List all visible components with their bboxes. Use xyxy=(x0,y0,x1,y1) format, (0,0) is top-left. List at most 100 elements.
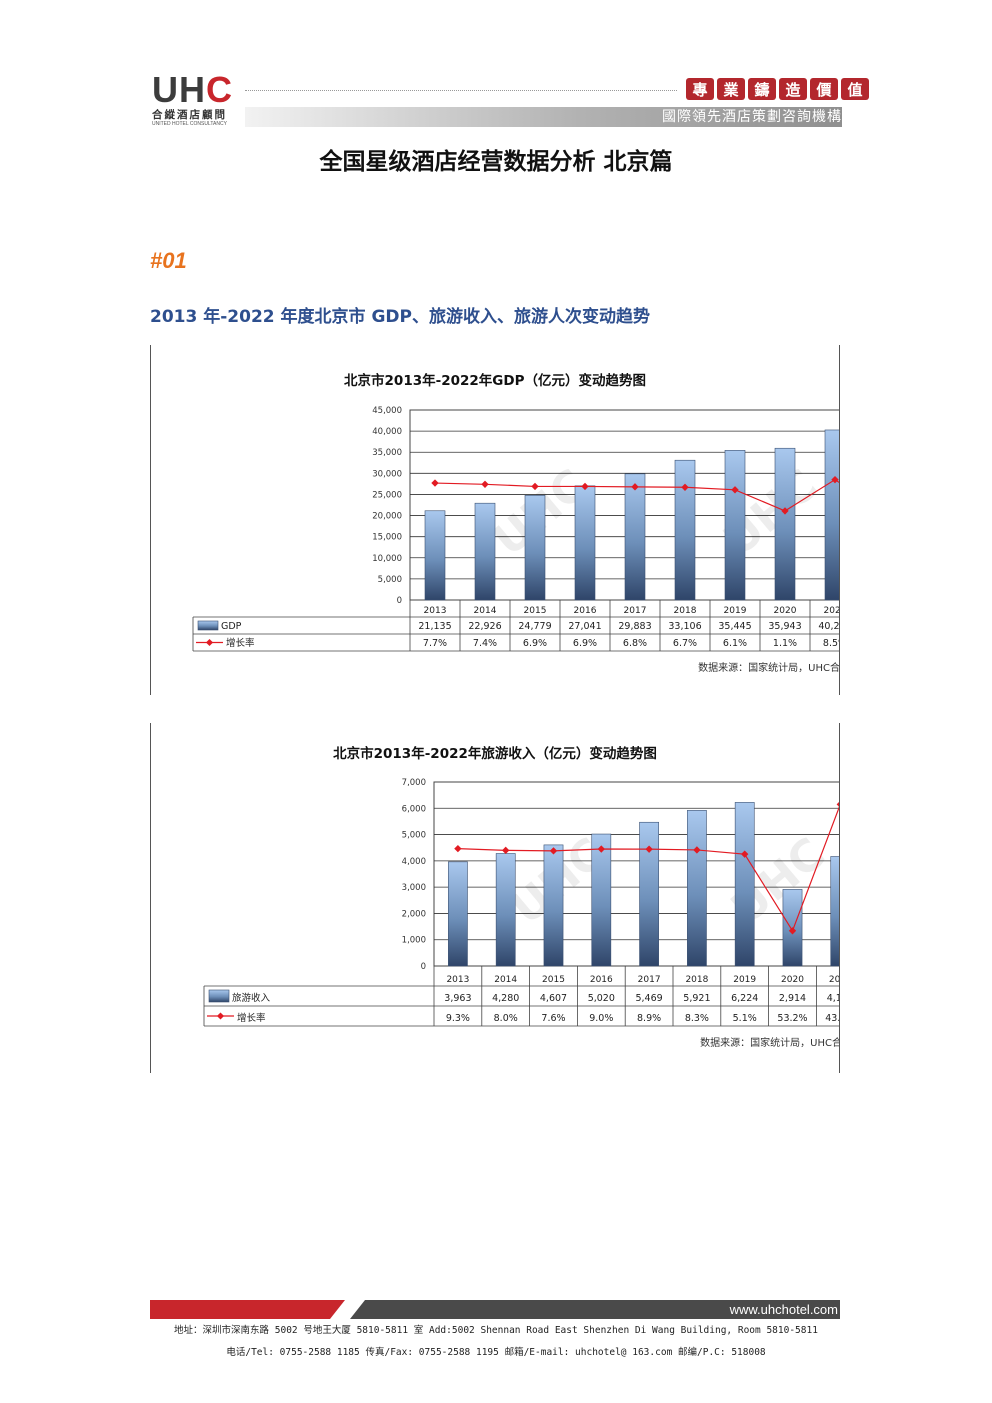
growth-line xyxy=(457,802,889,933)
data-label: 3,963 xyxy=(444,993,471,1004)
seal-char: 鑄 xyxy=(748,78,776,100)
bar xyxy=(448,861,468,967)
company-logo: UHC 合縱酒店顧問 UNITED HOTEL CONSULTANCY xyxy=(152,72,238,128)
x-tick-label: 2015 xyxy=(542,975,565,985)
y-tick-label: 5,000 xyxy=(378,575,402,585)
header-tagline: 國際領先酒店策劃咨詢機構 xyxy=(662,109,842,125)
x-tick-label: 2013 xyxy=(424,606,447,616)
gdp-chart-frame: 北京市2013年-2022年GDP（亿元）变动趋势图 45,000 40,000 35… xyxy=(150,345,948,695)
bar xyxy=(591,833,612,967)
y-tick-label: 7,000 xyxy=(402,778,426,788)
data-label: 5,020 xyxy=(588,993,615,1004)
bar xyxy=(824,429,846,601)
data-label: 6.7% xyxy=(673,638,697,649)
section-number: #01 xyxy=(150,248,187,273)
data-label: 6.9% xyxy=(523,638,547,649)
bar xyxy=(734,802,755,967)
growth-point xyxy=(597,845,605,853)
y-tick-label: 35,000 xyxy=(372,448,402,458)
bar xyxy=(724,450,746,601)
growth-point xyxy=(731,486,739,494)
seal-char: 價 xyxy=(810,78,838,100)
logo-en-text: UNITED HOTEL CONSULTANCY xyxy=(152,121,227,127)
logo-mark: UHC xyxy=(152,69,233,110)
seal-char: 業 xyxy=(717,78,745,100)
footer-band xyxy=(150,1300,840,1319)
data-label: 4,607 xyxy=(540,993,567,1004)
y-tick-label: 2,000 xyxy=(402,909,426,919)
data-label: 35,943 xyxy=(768,621,801,632)
seal-char: 值 xyxy=(841,78,869,100)
legend-label: 旅游收入 xyxy=(232,992,271,1004)
header-band xyxy=(245,107,842,127)
bar xyxy=(674,459,696,601)
legend-bar-key xyxy=(197,620,219,631)
legend-label: GDP xyxy=(221,621,242,632)
y-tick-label: 25,000 xyxy=(372,490,402,500)
bar xyxy=(495,853,516,967)
x-tick-label: 2020 xyxy=(774,606,797,616)
x-tick-label: 2016 xyxy=(590,975,613,985)
legend-line-marker xyxy=(216,1012,225,1020)
footer-url[interactable]: www.uhchotel.com xyxy=(729,1302,838,1317)
y-tick-label: 15,000 xyxy=(372,533,402,543)
x-tick-label: 2017 xyxy=(638,975,661,985)
data-label: 21,135 xyxy=(418,621,451,632)
gdp-chart: 北京市2013年-2022年GDP（亿元）变动趋势图 45,000 40,000 35… xyxy=(192,372,948,674)
data-label: 43.0% xyxy=(825,1013,839,1024)
data-label: 53.2% xyxy=(777,1013,807,1024)
y-tick-label: 4,000 xyxy=(402,857,426,867)
y-tick-label: 45,000 xyxy=(372,406,402,416)
data-label: 1.1% xyxy=(773,638,797,649)
bar xyxy=(639,821,659,967)
y-tick-label: 0 xyxy=(397,596,402,606)
page-title: 全国星级酒店经营数据分析 北京篇 xyxy=(319,149,673,175)
bar xyxy=(687,810,707,967)
x-tick-label: 2014 xyxy=(474,606,497,616)
data-label: 6,224 xyxy=(731,993,758,1004)
data-label: 22,926 xyxy=(468,621,501,632)
x-tick-label: 2019 xyxy=(733,975,756,985)
bar xyxy=(574,485,596,601)
bar xyxy=(424,510,446,601)
x-tick-label: 2018 xyxy=(685,975,708,985)
y-tick-label: 0 xyxy=(421,962,426,972)
legend-label: 增长率 xyxy=(226,637,255,649)
data-label: 8.5% xyxy=(823,638,839,649)
data-label: 2,914 xyxy=(779,993,806,1004)
data-label: 9.0% xyxy=(589,1013,613,1024)
bar xyxy=(474,502,496,601)
growth-point xyxy=(645,845,653,853)
growth-line xyxy=(434,478,886,514)
y-tick-label: 1,000 xyxy=(402,936,426,946)
section-heading: 2013 年-2022 年度北京市 GDP、旅游收入、旅游人次变动趋势 xyxy=(150,307,650,327)
legend-bar-key xyxy=(208,989,230,1003)
growth-point xyxy=(431,479,439,487)
data-label: 29,883 xyxy=(618,621,651,632)
x-tick-label: 2018 xyxy=(674,606,697,616)
footer-contact: 电话/Tel: 0755-2588 1185 传真/Fax: 0755-2588… xyxy=(226,1347,766,1358)
bar xyxy=(524,495,546,601)
data-label: 24,779 xyxy=(518,621,551,632)
data-label: 6.1% xyxy=(723,638,747,649)
growth-point xyxy=(502,846,510,855)
data-label: 4,280 xyxy=(492,993,519,1004)
data-label: 5,921 xyxy=(683,993,710,1004)
data-label: 7.4% xyxy=(473,638,497,649)
data-label: 8.0% xyxy=(494,1013,518,1024)
seal-char: 專 xyxy=(686,78,714,100)
header-divider xyxy=(245,90,677,91)
x-tick-label: 2013 xyxy=(446,975,469,985)
y-tick-label: 30,000 xyxy=(372,469,402,479)
chart-title: 北京市2013年-2022年GDP（亿元）变动趋势图 xyxy=(344,372,646,389)
y-tick-label: 3,000 xyxy=(402,883,426,893)
bar xyxy=(774,447,796,601)
y-tick-label: 20,000 xyxy=(372,512,402,522)
data-label: 4,166 xyxy=(827,993,839,1004)
data-label: 33,106 xyxy=(668,621,701,632)
data-label: 6.9% xyxy=(573,638,597,649)
x-tick-label: 2021 xyxy=(829,975,839,985)
data-label: 35,445 xyxy=(718,621,751,632)
logo-cn-text: 合縱酒店顧問 xyxy=(152,109,227,121)
data-label: 27,041 xyxy=(568,621,601,632)
